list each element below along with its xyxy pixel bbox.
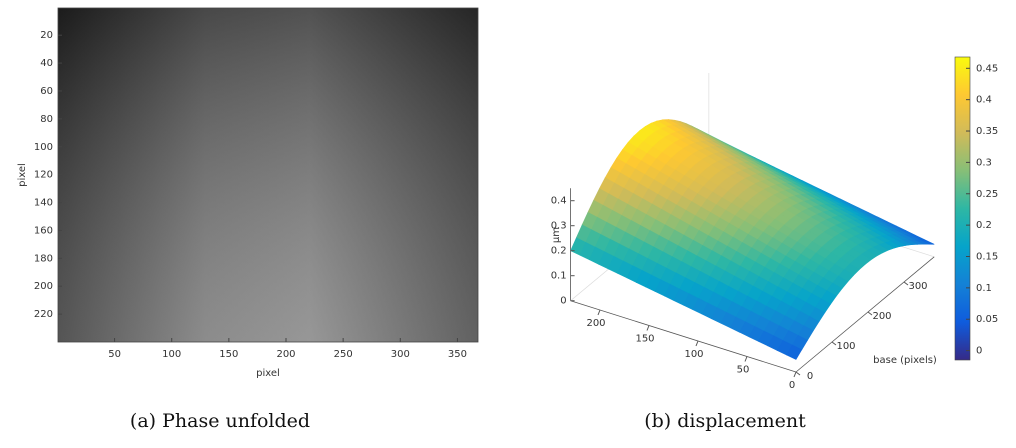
x-tick-label: 350 (448, 349, 467, 360)
y-tick (795, 371, 801, 376)
x-tick-label: 50 (737, 365, 750, 376)
colorbar-tick-label: 0.05 (976, 314, 998, 325)
y-tick (903, 281, 909, 286)
x-tick (793, 371, 797, 378)
colorbar-tick-label: 0.3 (976, 157, 992, 168)
x-tick-label: 100 (684, 349, 703, 360)
y-tick-label: 160 (34, 225, 53, 236)
y-tick-label: 0 (807, 371, 813, 382)
y-tick (831, 341, 837, 346)
x-axis-label: pixel (256, 368, 280, 379)
x-tick-label: 150 (219, 349, 238, 360)
y-tick-label: 220 (34, 309, 53, 320)
x-tick (695, 340, 699, 347)
surface-patch (786, 344, 803, 360)
image-shade (58, 8, 478, 342)
y-axis-label: base (pixels) (873, 355, 937, 366)
y-tick-label: 80 (40, 114, 53, 125)
y-tick-label: 180 (34, 253, 53, 264)
x-tick-label: 250 (334, 349, 353, 360)
colorbar-tick-label: 0.4 (976, 95, 992, 106)
y-tick-label: 300 (908, 281, 927, 292)
x-tick-label: 150 (635, 334, 654, 345)
axis-line (570, 300, 797, 373)
colorbar (954, 56, 971, 361)
x-tick (646, 325, 650, 331)
x-tick-label: 0 (789, 380, 795, 391)
axis-line (795, 256, 935, 373)
caption: (b) displacement (644, 410, 806, 432)
z-tick-label: 0 (560, 296, 566, 307)
caption: (a) Phase unfolded (130, 410, 310, 432)
x-tick-label: 200 (586, 318, 605, 329)
colorbar-tick-label: 0.35 (976, 126, 998, 137)
x-tick-label: 200 (276, 349, 295, 360)
y-tick-label: 200 (872, 311, 891, 322)
y-tick (867, 311, 873, 316)
z-axis-label: μm (551, 227, 562, 243)
colorbar-tick-label: 0.45 (976, 63, 998, 74)
y-tick-label: 20 (40, 30, 53, 41)
y-tick-label: 100 (34, 142, 53, 153)
colorbar-tick-label: 0.15 (976, 251, 998, 262)
y-tick-label: 140 (34, 198, 53, 209)
colorbar-tick-label: 0 (976, 346, 982, 357)
y-tick-label: 200 (34, 281, 53, 292)
x-tick-label: 300 (391, 349, 410, 360)
z-tick-label: 0.3 (551, 221, 567, 232)
colorbar-tick-label: 0.2 (976, 220, 992, 231)
colorbar-tick-label: 0.1 (976, 283, 992, 294)
x-tick (744, 356, 748, 362)
x-tick-label: 100 (162, 349, 181, 360)
y-tick-label: 60 (40, 86, 53, 97)
z-tick-label: 0.1 (551, 271, 567, 282)
colorbar-tick-label: 0.25 (976, 189, 998, 200)
y-tick-label: 100 (836, 341, 855, 352)
z-tick-label: 0.2 (551, 246, 567, 257)
z-tick-label: 0.4 (551, 196, 567, 207)
y-tick-label: 40 (40, 58, 53, 69)
x-tick (597, 309, 601, 316)
y-tick-label: 120 (34, 170, 53, 181)
y-axis-label: pixel (17, 163, 28, 187)
x-tick-label: 50 (108, 349, 121, 360)
